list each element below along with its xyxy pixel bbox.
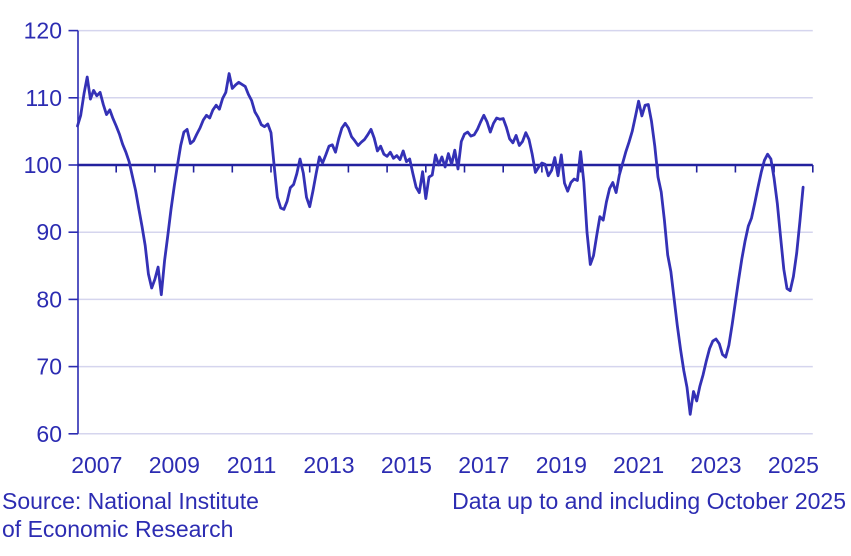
y-axis-label: 110 bbox=[25, 85, 62, 111]
x-axis-label: 2023 bbox=[690, 452, 741, 478]
x-axis-label: 2011 bbox=[227, 452, 276, 478]
y-axis-label: 60 bbox=[36, 421, 62, 447]
series-line bbox=[76, 72, 805, 416]
y-axis-label: 80 bbox=[36, 286, 62, 312]
y-axis-label: 120 bbox=[24, 18, 62, 44]
x-axis-label: 2025 bbox=[768, 452, 819, 478]
source-line-2: of Economic Research bbox=[2, 516, 234, 542]
source-line-1: Source: National Institute bbox=[2, 488, 259, 514]
x-axis-label: 2017 bbox=[458, 452, 509, 478]
y-axis-label: 70 bbox=[36, 354, 62, 380]
y-axis-label: 90 bbox=[36, 219, 62, 245]
x-axis-label: 2009 bbox=[149, 452, 200, 478]
x-axis-label: 2015 bbox=[381, 452, 432, 478]
x-axis-label: 2007 bbox=[71, 452, 122, 478]
x-axis-label: 2019 bbox=[536, 452, 587, 478]
x-axis-label: 2021 bbox=[613, 452, 664, 478]
x-axis-label: 2013 bbox=[303, 452, 354, 478]
data-coverage-note: Data up to and including October 2025 bbox=[452, 488, 846, 514]
y-axis-label: 100 bbox=[24, 152, 62, 178]
source-note: Source: National Institute of Economic R… bbox=[2, 487, 259, 543]
